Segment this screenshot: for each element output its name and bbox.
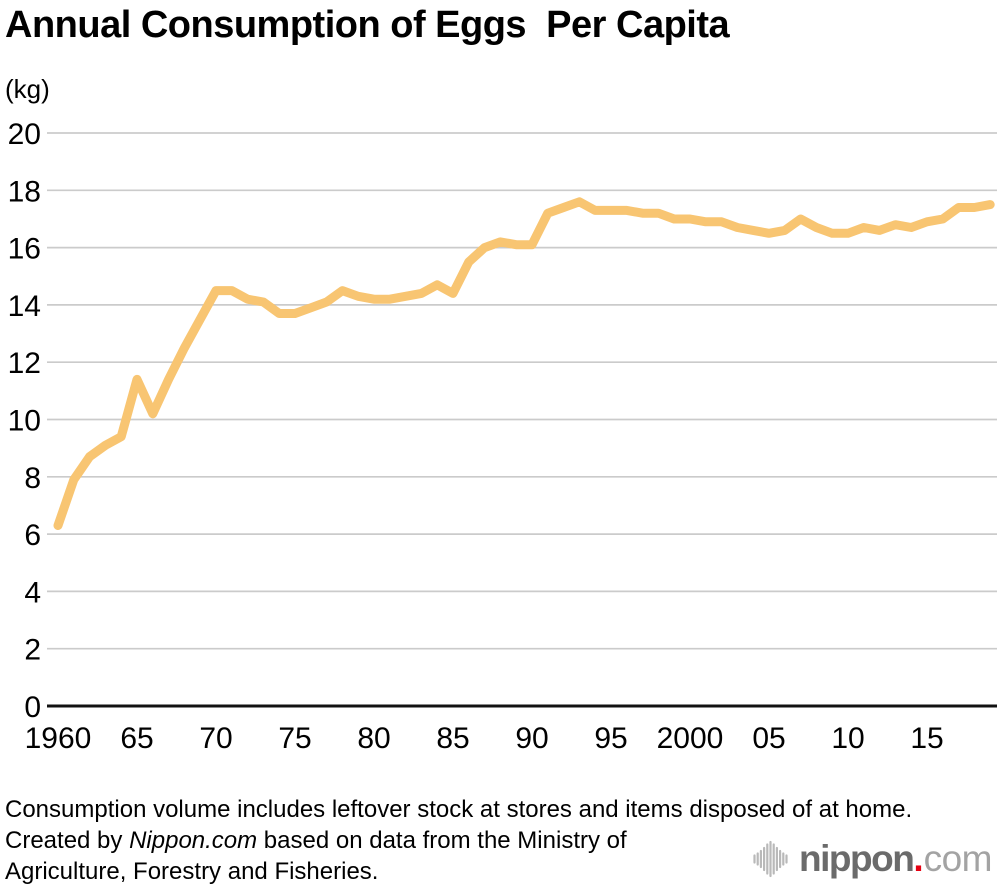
svg-text:14: 14 xyxy=(8,290,41,323)
svg-text:0: 0 xyxy=(24,691,41,724)
nippon-logo: nippon. com xyxy=(753,836,993,882)
svg-text:70: 70 xyxy=(199,722,232,755)
nippon-logo-waveform-icon xyxy=(753,840,788,878)
logo-brand-text: nippon xyxy=(799,838,915,879)
svg-text:15: 15 xyxy=(910,722,943,755)
svg-text:65: 65 xyxy=(120,722,153,755)
y-axis-unit-label: (kg) xyxy=(5,74,50,104)
svg-text:75: 75 xyxy=(278,722,311,755)
egg-consumption-line-chart: 0 2 4 6 8 10 12 14 16 18 20 1960 65 70 75 80 85 90 95 2000 0… xyxy=(8,118,997,755)
svg-text:10: 10 xyxy=(831,722,864,755)
svg-text:10: 10 xyxy=(8,405,41,438)
svg-text:16: 16 xyxy=(8,233,41,266)
svg-text:2: 2 xyxy=(24,634,41,667)
logo-red-dot: . xyxy=(913,838,924,879)
chart-footnote: Consumption volume includes leftover sto… xyxy=(5,794,912,884)
svg-text:05: 05 xyxy=(752,722,785,755)
svg-text:12: 12 xyxy=(8,347,41,380)
footnote-line-2: Created by Nippon.com based on data from… xyxy=(5,827,627,854)
logo-tld-text: com xyxy=(923,838,993,879)
svg-text:80: 80 xyxy=(357,722,390,755)
source-name: Nippon.com xyxy=(129,827,258,854)
svg-text:95: 95 xyxy=(594,722,627,755)
svg-text:18: 18 xyxy=(8,175,41,208)
svg-text:8: 8 xyxy=(24,462,41,495)
svg-text:4: 4 xyxy=(24,576,41,609)
footnote-line-3: Agriculture, Forestry and Fisheries. xyxy=(5,858,379,884)
x-axis-tick-labels: 1960 65 70 75 80 85 90 95 2000 05 10 15 xyxy=(25,722,944,755)
footnote-line-1: Consumption volume includes leftover sto… xyxy=(5,796,913,823)
data-line-egg-consumption xyxy=(53,197,995,530)
y-axis-tick-labels: 0 2 4 6 8 10 12 14 16 18 20 xyxy=(8,118,41,724)
svg-text:20: 20 xyxy=(8,118,41,151)
svg-text:2000: 2000 xyxy=(657,722,724,755)
svg-text:90: 90 xyxy=(515,722,548,755)
gridlines xyxy=(47,132,997,650)
svg-text:85: 85 xyxy=(436,722,469,755)
page-title: Annual Consumption of Eggs Per Capita xyxy=(5,4,730,46)
svg-text:1960: 1960 xyxy=(25,722,92,755)
svg-text:6: 6 xyxy=(24,519,41,552)
